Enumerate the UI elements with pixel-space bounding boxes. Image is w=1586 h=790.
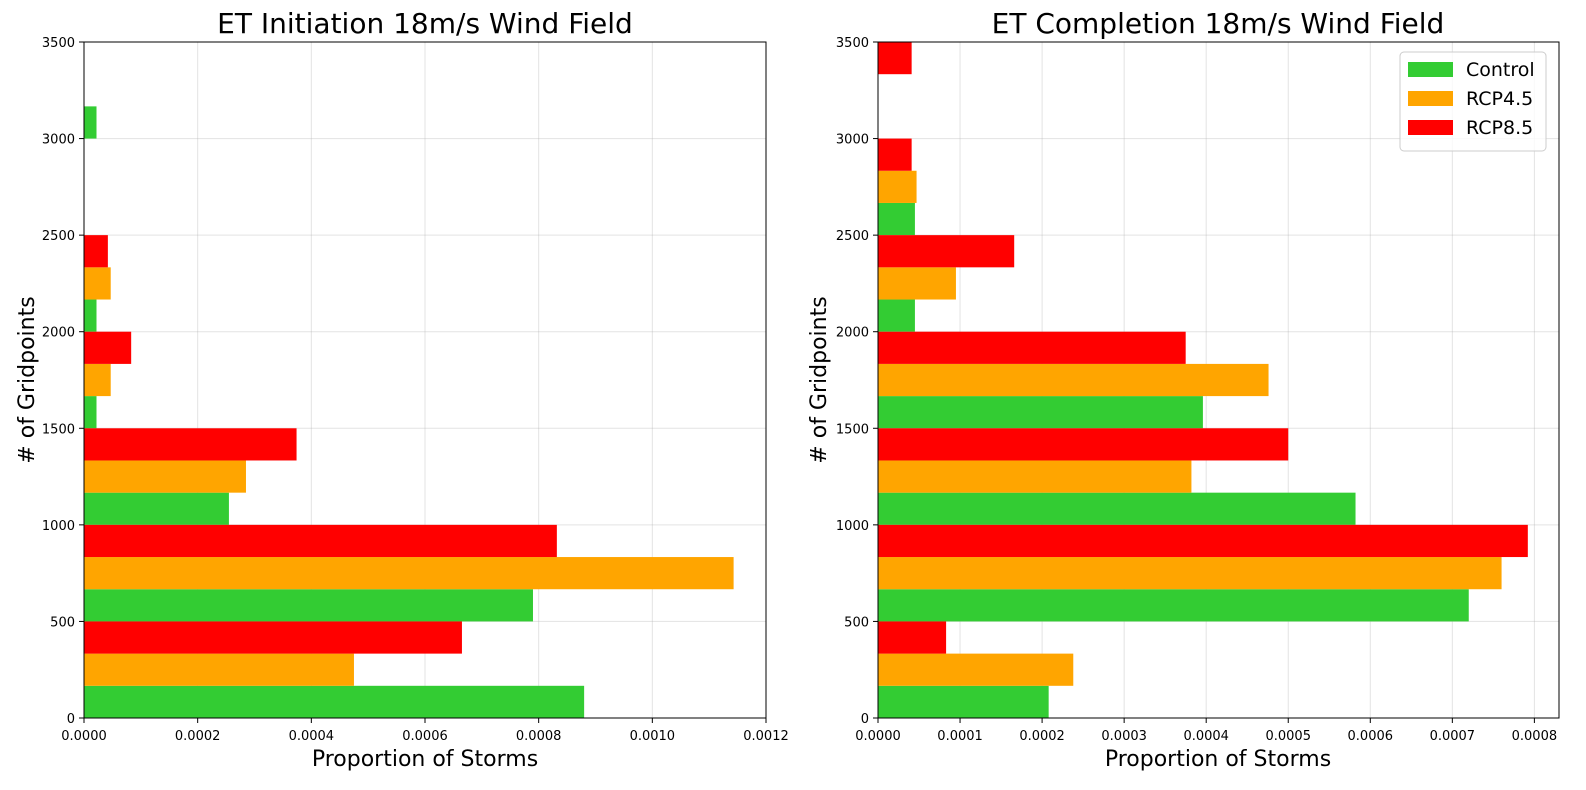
bar-rcp85 <box>84 331 132 364</box>
bar-control <box>878 396 1203 429</box>
y-tick-label: 500 <box>50 615 75 630</box>
chart-title: ET Completion 18m/s Wind Field <box>992 7 1445 40</box>
bar-control <box>878 685 1049 718</box>
bar-rcp45 <box>878 653 1074 686</box>
y-tick-label: 1000 <box>836 519 869 534</box>
legend-swatch-rcp45 <box>1408 91 1453 106</box>
bar-control <box>878 202 915 236</box>
bar-rcp45 <box>84 267 111 300</box>
x-tick-label: 0.0000 <box>61 729 107 744</box>
y-tick-label: 1000 <box>42 519 75 534</box>
x-tick-label: 0.0007 <box>1430 729 1476 744</box>
y-tick-label: 3000 <box>42 133 75 148</box>
bar-rcp45 <box>878 267 956 300</box>
bar-rcp45 <box>84 557 734 590</box>
bar-rcp85 <box>84 235 108 268</box>
bar-rcp85 <box>84 621 462 654</box>
bar-rcp85 <box>878 138 912 171</box>
x-tick-label: 0.0008 <box>516 729 562 744</box>
x-tick-label: 0.0010 <box>630 729 676 744</box>
bar-control <box>84 685 585 718</box>
bar-rcp45 <box>878 557 1502 590</box>
x-tick-label: 0.0006 <box>402 729 448 744</box>
x-tick-label: 0.0008 <box>1512 729 1558 744</box>
y-tick-label: 1500 <box>42 422 75 437</box>
bar-control <box>84 299 97 332</box>
bar-rcp45 <box>878 460 1192 493</box>
y-tick-label: 3500 <box>836 36 869 51</box>
bar-control <box>84 106 97 139</box>
y-tick-label: 500 <box>844 615 869 630</box>
bar-control <box>878 299 915 332</box>
x-tick-label: 0.0004 <box>289 729 335 744</box>
bar-control <box>84 396 97 429</box>
legend-label-control: Control <box>1466 59 1535 81</box>
x-tick-label: 0.0005 <box>1265 729 1311 744</box>
y-tick-label: 2000 <box>836 326 869 341</box>
bar-rcp85 <box>878 524 1528 558</box>
x-tick-label: 0.0004 <box>1183 729 1229 744</box>
legend-swatch-rcp85 <box>1408 120 1453 135</box>
y-tick-label: 2500 <box>836 229 869 244</box>
y-tick-label: 3000 <box>836 133 869 148</box>
x-tick-label: 0.0001 <box>937 729 983 744</box>
y-tick-label: 1500 <box>836 422 869 437</box>
legend-swatch-control <box>1408 62 1453 77</box>
bar-rcp85 <box>878 235 1015 268</box>
legend: Control RCP4.5 RCP8.5 <box>1399 51 1547 152</box>
bar-rcp45 <box>84 460 246 493</box>
bar-rcp45 <box>84 363 111 397</box>
x-tick-label: 0.0012 <box>743 729 789 744</box>
x-tick-label: 0.0006 <box>1348 729 1394 744</box>
chart-title: ET Initiation 18m/s Wind Field <box>217 7 633 40</box>
bar-rcp85 <box>878 42 912 75</box>
bar-rcp85 <box>84 524 557 558</box>
bar-control <box>878 492 1356 525</box>
axes-frame <box>877 41 1560 719</box>
x-tick-label: 0.0003 <box>1101 729 1147 744</box>
bar-rcp45 <box>878 363 1269 397</box>
bar-control <box>878 589 1469 622</box>
y-tick-label: 3500 <box>42 36 75 51</box>
legend-label-rcp45: RCP4.5 <box>1466 88 1533 110</box>
y-tick-label: 2500 <box>42 229 75 244</box>
bar-control <box>84 492 229 525</box>
bar-control <box>84 589 533 622</box>
x-tick-label: 0.0002 <box>1019 729 1065 744</box>
y-tick-label: 0 <box>861 712 869 727</box>
y-axis-label: # of Gridpoints <box>15 296 40 463</box>
bar-rcp45 <box>84 653 354 686</box>
legend-label-rcp85: RCP8.5 <box>1466 117 1533 139</box>
completion-chart-panel: ET Completion 18m/s Wind Field Proportio… <box>807 7 1560 772</box>
bar-rcp45 <box>878 170 917 203</box>
bar-rcp85 <box>878 331 1186 364</box>
y-axis-label: # of Gridpoints <box>807 296 832 463</box>
bar-rcp85 <box>84 428 297 461</box>
y-tick-label: 0 <box>67 712 75 727</box>
initiation-chart-panel: ET Initiation 18m/s Wind Field Proportio… <box>15 7 789 772</box>
x-tick-label: 0.0002 <box>175 729 221 744</box>
x-axis-label: Proportion of Storms <box>312 747 538 772</box>
y-tick-label: 2000 <box>42 326 75 341</box>
x-tick-label: 0.0000 <box>855 729 901 744</box>
plot-area: 0.0000 0.0002 0.0004 0.0006 0.0008 0.0010 0.00… <box>42 36 789 744</box>
bar-rcp85 <box>878 621 947 654</box>
bar-rcp85 <box>878 428 1289 461</box>
x-axis-label: Proportion of Storms <box>1105 747 1331 772</box>
plot-area: 0.0000 0.0001 0.0002 0.0003 0.0004 0.0005 0.00… <box>836 36 1560 744</box>
